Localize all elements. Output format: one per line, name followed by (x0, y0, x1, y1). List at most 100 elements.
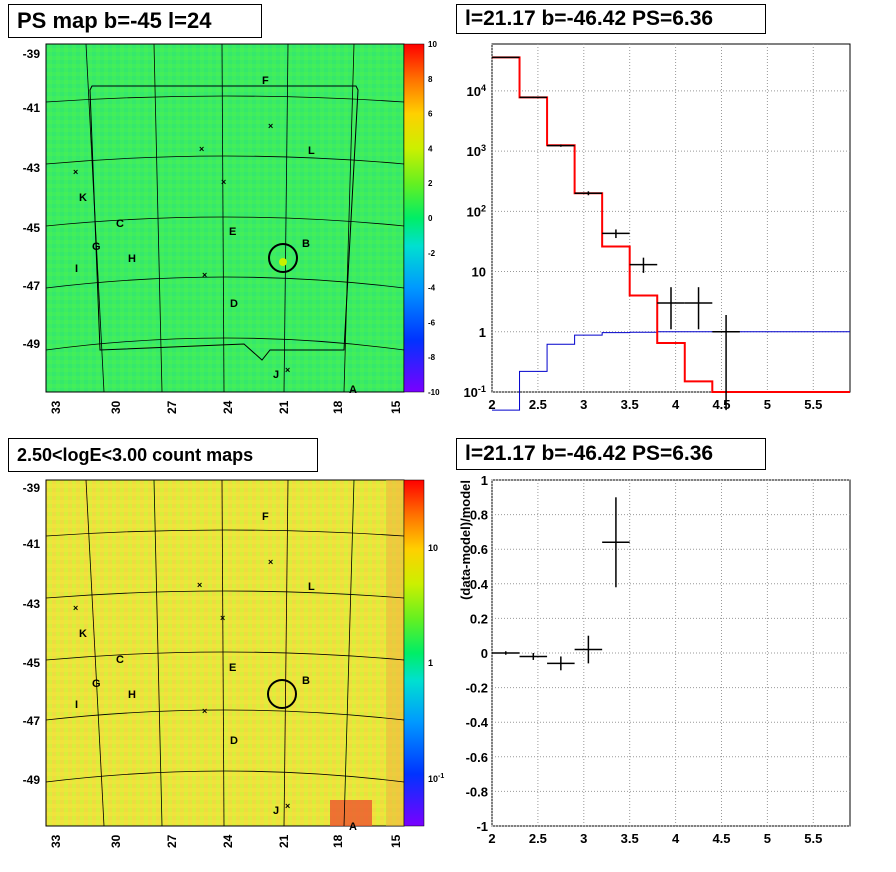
colorbar-tick: 10 (428, 543, 438, 553)
colorbar-tick: 10 (428, 40, 437, 49)
bottom-count-map: × × × × × × F L K C E B G H I D J A -39 -41… (23, 479, 444, 848)
residual-y-tick-label: -1 (476, 819, 488, 834)
source-label-j: J (273, 805, 279, 817)
colorbar-tick: -8 (428, 353, 436, 362)
spectrum-x-tick-label: 4.5 (712, 397, 730, 412)
colorbar-tick: 8 (428, 75, 433, 84)
spectrum-x-tick-label: 5 (764, 397, 771, 412)
colorbar-tick: -2 (428, 249, 436, 258)
svg-text:×: × (73, 167, 78, 177)
spectrum-y-tick-label: 103 (466, 143, 486, 159)
bottom-map-hot-corner (330, 800, 372, 826)
b-tick: -45 (23, 221, 41, 235)
l-tick: 27 (165, 400, 179, 414)
top-map-l-ticks: 33 30 27 24 21 18 15 (49, 400, 403, 414)
top-map-b-ticks: -39 -41 -43 -45 -47 -49 (23, 47, 41, 351)
residual-plot-frame (491, 479, 851, 827)
svg-text:×: × (220, 613, 225, 623)
svg-text:×: × (202, 270, 207, 280)
residual-x-tick-label: 5.5 (804, 831, 822, 846)
l-tick: 27 (165, 834, 179, 848)
source-label-i: I (75, 263, 78, 275)
residual-x-tick-label: 5 (764, 831, 771, 846)
l-tick: 18 (331, 834, 345, 848)
bottom-map-source-circle (267, 679, 297, 709)
top-sky-map: ×× ×× ×× F L K C E B G H I D J A -39 -41… (23, 40, 440, 414)
source-label-g: G (92, 678, 101, 690)
source-label-h: H (128, 253, 136, 265)
b-tick: -41 (23, 537, 41, 551)
source-label-d: D (230, 298, 238, 310)
colorbar-tick: -6 (428, 318, 436, 327)
source-label-a: A (349, 821, 357, 833)
l-tick: 24 (221, 834, 235, 848)
residual-y-tick-label: -0.2 (466, 681, 488, 696)
source-label-i: I (75, 699, 78, 711)
l-tick: 33 (49, 400, 63, 414)
spectrum-x-tick-label: 4 (672, 397, 680, 412)
residual-x-tick-label: 2 (488, 831, 495, 846)
l-tick: 15 (389, 400, 403, 414)
model-step-line (492, 56, 850, 393)
source-label-l: L (308, 145, 315, 157)
bottom-map-l-ticks: 33 30 27 24 21 18 15 (49, 834, 403, 848)
source-label-j: J (273, 369, 279, 381)
residual-x-tick-label: 4 (672, 831, 680, 846)
spectrum-plot: 2 2.5 3 3.5 4 4.5 5 5.5 10-1 1 10 102 103 104 (463, 43, 851, 412)
l-tick: 24 (221, 400, 235, 414)
svg-text:×: × (268, 121, 273, 131)
source-label-a: A (349, 384, 357, 396)
tr-panel-title: l=21.17 b=-46.42 PS=6.36 (456, 4, 766, 34)
l-tick: 15 (389, 834, 403, 848)
residual-x-tick-label: 4.5 (712, 831, 730, 846)
residual-y-tick-label: 0 (481, 646, 488, 661)
spectrum-x-tick-label: 3.5 (621, 397, 639, 412)
b-tick: -41 (23, 101, 41, 115)
bl-panel-title: 2.50<logE<3.00 count maps (8, 438, 318, 472)
l-tick: 21 (277, 834, 291, 848)
source-label-g: G (92, 241, 101, 253)
spectrum-y-tick-label: 104 (466, 83, 486, 99)
residual-y-tick-label: 0.4 (470, 577, 489, 592)
b-tick: -49 (23, 773, 41, 787)
l-tick: 30 (109, 400, 123, 414)
colorbar-tick: 6 (428, 110, 433, 119)
source-label-c: C (116, 654, 124, 666)
spectrum-plot-frame (491, 43, 851, 393)
bottom-colorbar (403, 479, 425, 827)
l-tick: 33 (49, 834, 63, 848)
spectrum-y-tick-label: 10 (472, 265, 486, 280)
residual-x-tick-label: 3 (580, 831, 587, 846)
residual-x-tick-label: 2.5 (529, 831, 547, 846)
colorbar-tick: -4 (428, 284, 436, 293)
spectrum-x-tick-label: 3 (580, 397, 587, 412)
svg-text:×: × (199, 144, 204, 154)
colorbar-tick: 2 (428, 179, 433, 188)
br-panel-title: l=21.17 b=-46.42 PS=6.36 (456, 438, 766, 470)
svg-text:×: × (202, 706, 207, 716)
source-label-b: B (302, 238, 310, 250)
bottom-map-source-labels: F L K C E B G H I D J A (75, 511, 357, 833)
top-colorbar (403, 43, 425, 393)
b-tick: -49 (23, 337, 41, 351)
svg-text:×: × (285, 365, 290, 375)
residual-y-tick-label: -0.8 (466, 784, 488, 799)
bottom-map-edge-band (386, 480, 404, 826)
residual-y-tick-label: 0.6 (470, 542, 488, 557)
bottom-colorbar-ticks: 10 1 10-1 (428, 543, 444, 784)
b-tick: -43 (23, 161, 41, 175)
source-label-b: B (302, 675, 310, 687)
source-label-e: E (229, 226, 236, 238)
svg-text:×: × (197, 580, 202, 590)
b-tick: -45 (23, 656, 41, 670)
residual-y-tick-label: 0.2 (470, 611, 488, 626)
background-model-line (492, 331, 850, 411)
bottom-map-crosses: × × × × × × (73, 557, 290, 811)
source-label-e: E (229, 662, 236, 674)
l-tick: 21 (277, 400, 291, 414)
source-label-f: F (262, 75, 269, 87)
spectrum-x-tick-label: 2 (488, 397, 495, 412)
top-map-plot-area (45, 43, 405, 393)
source-label-k: K (79, 628, 87, 640)
top-colorbar-ticks: 10 8 6 4 2 0 -2 -4 -6 -8 -10 (428, 40, 440, 397)
